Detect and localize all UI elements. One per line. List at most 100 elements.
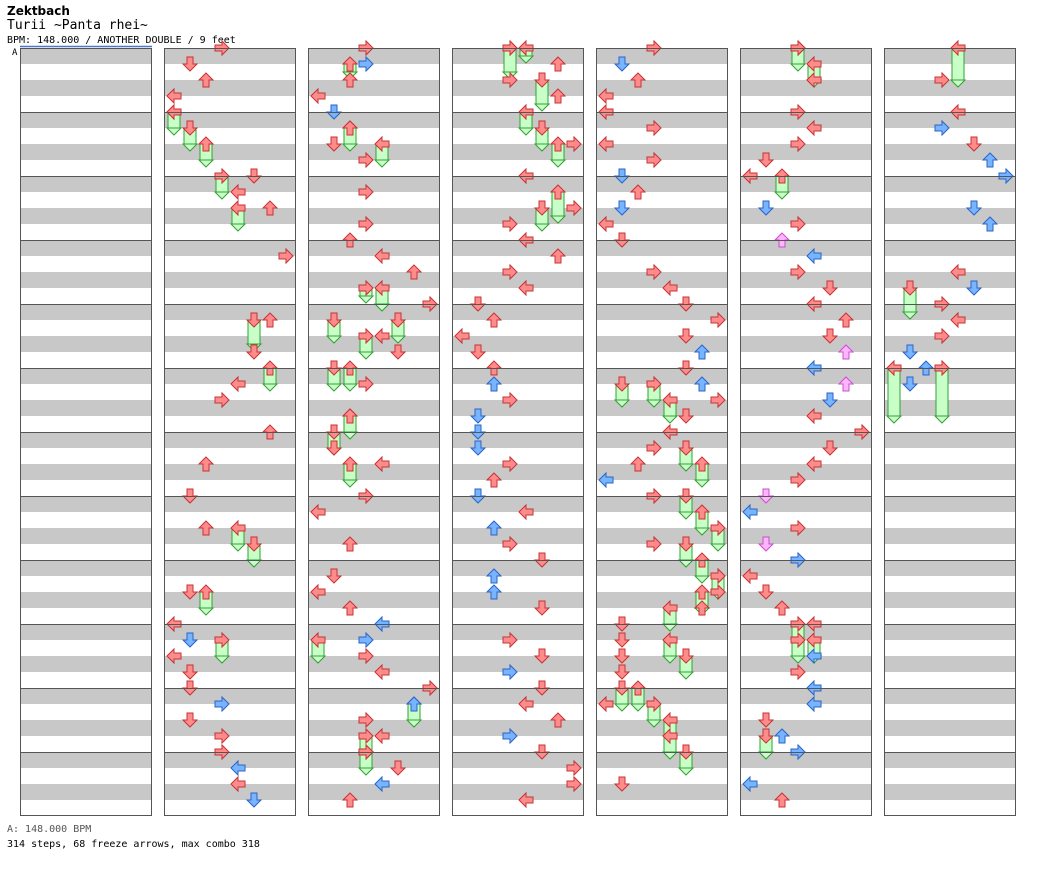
beat-stripe [164,400,296,416]
beat-stripe [884,272,1016,288]
freeze-arrow-tail [533,103,551,112]
beat-stripe [308,656,440,672]
right-step-arrow [710,583,726,601]
left-step-arrow [374,135,390,153]
left-step-arrow [374,279,390,297]
right-step-arrow [214,631,230,649]
left-step-arrow [230,199,246,217]
beat-stripe [20,272,152,288]
down-step-arrow [757,152,775,168]
beat-stripe [308,336,440,352]
down-step-arrow [325,568,343,584]
beat-stripe [20,208,152,224]
left-step-arrow [230,775,246,793]
right-step-arrow [502,391,518,409]
down-step-arrow [613,664,631,680]
up-step-arrow [549,248,567,264]
right-step-arrow [646,535,662,553]
beat-stripe [452,656,584,672]
right-step-arrow [502,535,518,553]
right-step-arrow [358,375,374,393]
freeze-arrow-tail [693,527,711,536]
beat-stripe [20,112,152,128]
up-step-arrow [629,72,647,88]
beat-stripe [164,80,296,96]
right-step-arrow [502,455,518,473]
beat-stripe [596,528,728,544]
up-step-arrow [629,456,647,472]
beat-stripe [596,304,728,320]
beat-stripe [164,304,296,320]
up-step-arrow [197,456,215,472]
up-step-arrow [405,264,423,280]
beat-stripe [884,624,1016,640]
beat-stripe [596,656,728,672]
beat-stripe [20,688,152,704]
down-step-arrow [181,56,199,72]
right-step-arrow [646,695,662,713]
beat-stripe [20,176,152,192]
freeze-arrow-tail [613,703,631,712]
beat-stripe [308,784,440,800]
freeze-arrow-tail [389,335,407,344]
beat-stripe [452,688,584,704]
up-step-arrow [549,136,567,152]
freeze-arrow-tail [357,767,375,776]
beat-stripe [164,176,296,192]
up-step-arrow [773,792,791,808]
chart-stats: 314 steps, 68 freeze arrows, max combo 3… [7,839,260,850]
beat-stripe [20,368,152,384]
beat-stripe [740,784,872,800]
freeze-arrow-tail [181,143,199,152]
beat-stripe [452,400,584,416]
freeze-arrow-tail [213,191,231,200]
beat-stripe [740,400,872,416]
left-step-arrow [806,247,822,265]
up-step-arrow [693,376,711,392]
column-border [164,48,296,816]
beat-stripe [308,176,440,192]
right-step-arrow [790,135,806,153]
up-step-arrow [981,152,999,168]
down-step-arrow [613,648,631,664]
left-step-arrow [374,727,390,745]
down-step-arrow [613,376,631,392]
right-step-arrow [502,663,518,681]
beat-stripe [20,720,152,736]
down-step-arrow [677,440,695,456]
beat-stripe [884,656,1016,672]
right-step-arrow [566,135,582,153]
down-step-arrow [613,632,631,648]
beat-stripe [452,496,584,512]
beat-stripe [740,144,872,160]
beat-stripe [452,560,584,576]
left-step-arrow [454,327,470,345]
up-step-arrow [261,200,279,216]
beat-stripe [20,304,152,320]
beat-stripe [20,464,152,480]
down-step-arrow [965,280,983,296]
beat-stripe [596,144,728,160]
beat-stripe [884,208,1016,224]
down-step-arrow [389,312,407,328]
down-step-arrow [533,648,551,664]
column-border [452,48,584,816]
up-step-arrow [341,56,359,72]
beat-stripe [596,208,728,224]
beat-stripe [20,144,152,160]
beat-stripe [596,80,728,96]
beat-stripe [308,240,440,256]
up-step-arrow [693,600,711,616]
beat-stripe [164,624,296,640]
beat-stripe [452,176,584,192]
beat-stripe [740,272,872,288]
beat-stripe [164,432,296,448]
beat-stripe [596,400,728,416]
right-step-arrow [278,247,294,265]
beat-stripe [596,432,728,448]
beat-stripe [884,720,1016,736]
beat-stripe [164,688,296,704]
beat-stripe [20,336,152,352]
freeze-arrow-tail [645,719,663,728]
down-step-arrow [533,120,551,136]
